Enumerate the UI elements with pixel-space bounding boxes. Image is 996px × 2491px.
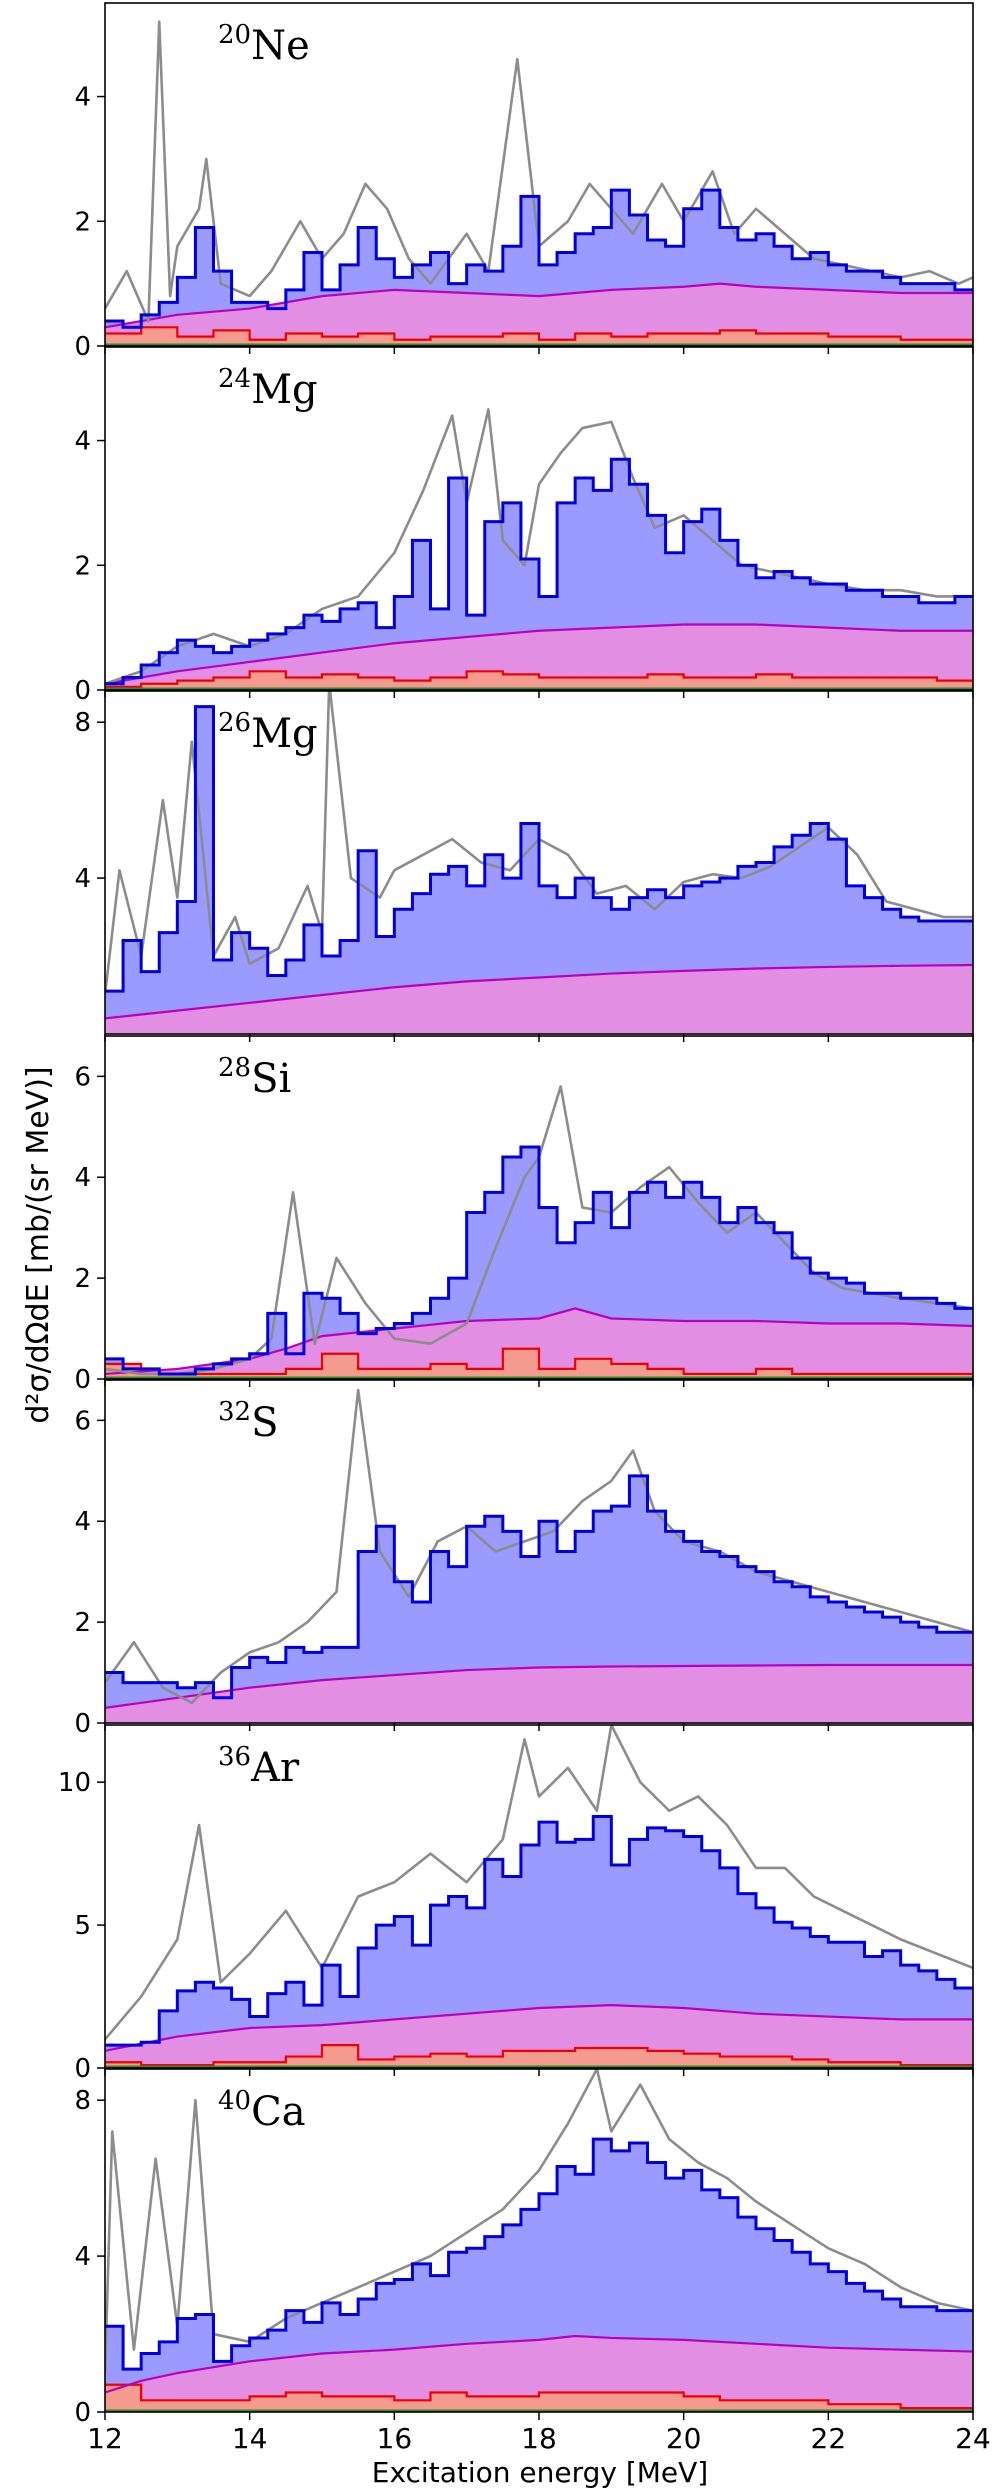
y-tick-label: 8 (74, 708, 91, 738)
nucleus-label: 28Si (218, 1053, 291, 1102)
background-fill (105, 1664, 973, 1723)
background-line (105, 623, 973, 685)
background-line (105, 963, 973, 1020)
mass-number: 26 (218, 708, 251, 738)
total-fit-line (105, 2137, 973, 2371)
x-tick-label: 14 (232, 2422, 268, 2455)
y-tick-label: 2 (74, 1264, 91, 1294)
element-symbol: Si (251, 1056, 291, 1102)
panel-plot-area (105, 691, 973, 1034)
red-component-line (105, 2383, 973, 2410)
panel-28Si: 0 2 4 6 28Si (74, 1035, 974, 1395)
background-fill (105, 965, 973, 1034)
element-symbol: Mg (251, 711, 318, 757)
red-component-line (105, 2044, 973, 2067)
x-tick-label: 20 (666, 2422, 702, 2455)
y-tick-label: 0 (74, 2398, 91, 2428)
measured-spectrum-line (105, 1388, 973, 1705)
red-component-line (105, 326, 973, 341)
y-tick-label: 4 (74, 864, 91, 894)
y-tick-label: 0 (74, 1365, 91, 1395)
y-axis-label: d²σ/dΩdE [mb/(sr MeV)] (21, 1066, 56, 1423)
mass-number: 20 (218, 20, 251, 50)
total-fit-line (105, 1145, 973, 1376)
nucleus-label: 24Mg (218, 364, 318, 413)
nucleus-label: 32S (218, 1397, 279, 1446)
background-line (105, 1307, 973, 1376)
panel-plot-area (105, 1388, 973, 1723)
nucleus-label: 40Ca (218, 2086, 306, 2135)
nucleus-label: 36Ar (218, 1742, 300, 1791)
x-axis-label: Excitation energy [MeV] (372, 2456, 708, 2489)
y-tick-label: 0 (74, 1709, 91, 1739)
x-tick-label: 24 (955, 2422, 991, 2455)
measured-spectrum-line (105, 691, 973, 996)
panel-36Ar: 0 5 10 36Ar (58, 1724, 974, 2084)
x-axis: 12 14 16 18 20 22 24 (87, 2422, 991, 2455)
x-tick-label: 22 (811, 2422, 847, 2455)
background-line (105, 2334, 973, 2394)
panel-plot-area (105, 2069, 973, 2412)
panel-plot-area (105, 1725, 973, 2068)
y-tick-label: 6 (74, 1406, 91, 1436)
x-tick-label: 18 (521, 2422, 557, 2455)
measured-spectrum-line (105, 2069, 973, 2374)
element-symbol: Ne (251, 23, 310, 69)
y-tick-label: 4 (74, 83, 91, 113)
y-tick-label: 5 (74, 1911, 91, 1941)
red-component-fill (105, 2384, 973, 2412)
panel-32S: 0 2 4 6 32S (74, 1379, 974, 1739)
y-tick-label: 2 (74, 207, 91, 237)
y-tick-label: 0 (74, 332, 91, 362)
panel-plot-area (105, 1085, 973, 1379)
total-fit-line (105, 705, 973, 993)
x-tick-label: 16 (377, 2422, 413, 2455)
mass-number: 28 (218, 1053, 251, 1083)
total-fit-fill (105, 1475, 973, 1723)
y-tick-label: 4 (74, 1163, 91, 1193)
red-component-line (105, 1347, 973, 1376)
element-symbol: Ca (251, 2089, 305, 2135)
total-fit-line (105, 1474, 973, 1700)
y-tick-label: 4 (74, 2242, 91, 2272)
y-tick-label: 0 (74, 2054, 91, 2084)
panel-20Ne: 0 2 4 20Ne (74, 2, 974, 362)
panel-26Mg: 4 8 26Mg (74, 690, 974, 1042)
element-symbol: S (251, 1400, 278, 1446)
y-tick-label: 8 (74, 2086, 91, 2116)
total-fit-line (105, 1814, 973, 2047)
y-tick-label: 6 (74, 1062, 91, 1092)
measured-spectrum-line (105, 1725, 973, 2041)
red-component-line (105, 670, 973, 688)
mass-number: 24 (218, 364, 251, 394)
panel-40Ca: 0 4 8 40Ca (74, 2068, 974, 2428)
nucleus-label: 20Ne (218, 20, 310, 69)
element-symbol: Ar (250, 1745, 300, 1791)
total-fit-line (105, 457, 973, 686)
background-line (105, 1663, 973, 1709)
y-tick-label: 10 (58, 1768, 91, 1798)
nucleus-label: 26Mg (218, 708, 318, 757)
mass-number: 36 (218, 1742, 251, 1772)
background-line (105, 282, 973, 329)
mass-number: 40 (218, 2086, 251, 2116)
y-tick-label: 2 (74, 1608, 91, 1638)
y-tick-label: 4 (74, 427, 91, 457)
total-fit-line (105, 188, 973, 329)
element-symbol: Mg (251, 367, 318, 413)
x-tick-label: 12 (87, 2422, 123, 2455)
mass-number: 32 (218, 1397, 251, 1427)
y-tick-label: 2 (74, 551, 91, 581)
panel-plot-area (105, 408, 973, 690)
y-tick-label: 4 (74, 1507, 91, 1537)
panel-plot-area (105, 20, 973, 346)
y-tick-label: 0 (74, 676, 91, 706)
background-line (105, 2004, 973, 2052)
